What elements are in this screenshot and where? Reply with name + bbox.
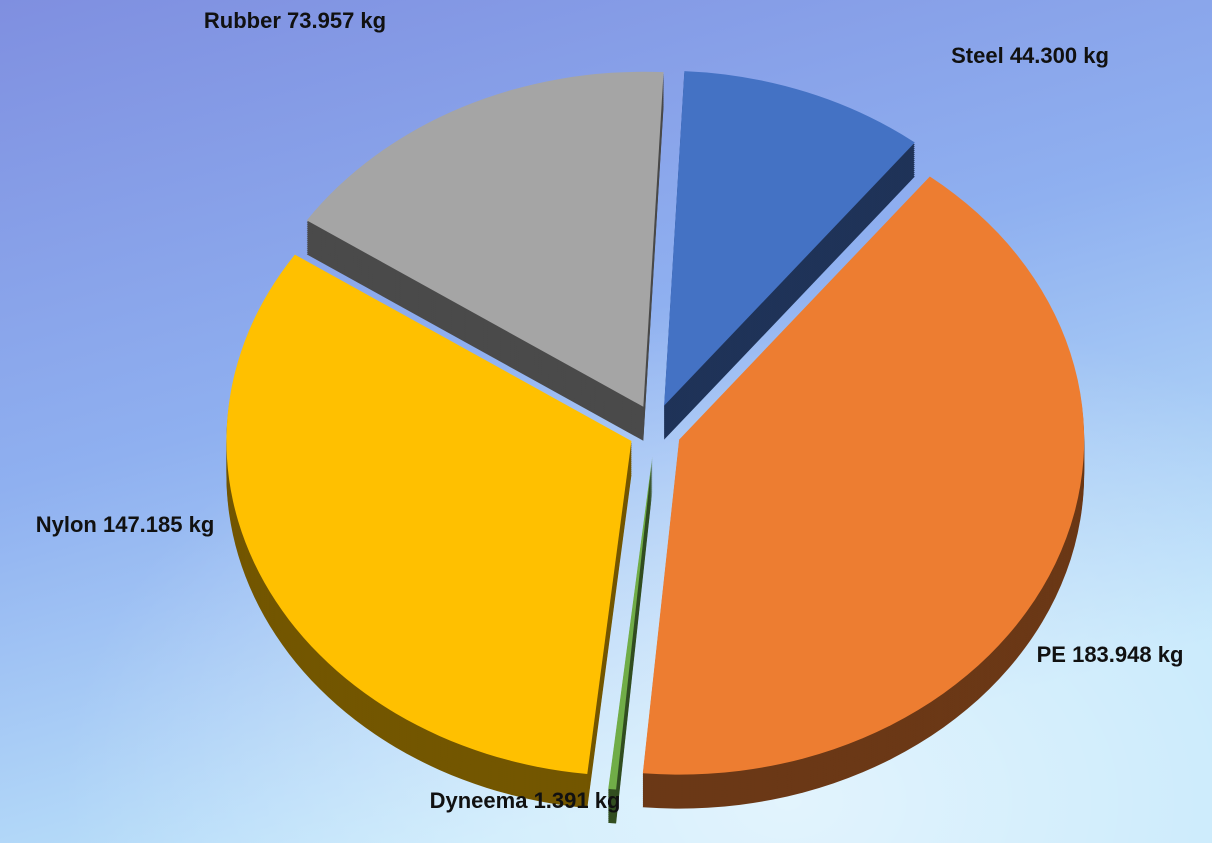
category-label: Steel	[951, 43, 1004, 68]
value-label: 183.948 kg	[1072, 642, 1183, 667]
labels: Steel 44.300 kg PE 183.948 kg Dyneema 1.39…	[36, 8, 1184, 813]
slice	[608, 455, 653, 790]
data-label: Dyneema 1.391 kg	[430, 788, 621, 813]
slice	[306, 71, 664, 407]
value-label: 44.300 kg	[1010, 43, 1109, 68]
data-label: Steel 44.300 kg	[951, 43, 1109, 68]
slice	[226, 254, 632, 774]
data-label: PE 183.948 kg	[1037, 642, 1184, 667]
category-label: Dyneema	[430, 788, 529, 813]
data-label: Rubber 73.957 kg	[204, 8, 386, 33]
slice	[664, 71, 915, 406]
category-label: PE	[1037, 642, 1066, 667]
value-label: 1.391 kg	[534, 788, 621, 813]
data-label: Nylon 147.185 kg	[36, 512, 215, 537]
value-label: 73.957 kg	[287, 8, 386, 33]
slice	[642, 176, 1085, 775]
slices	[226, 71, 1085, 790]
category-label: Nylon	[36, 512, 97, 537]
value-label: 147.185 kg	[103, 512, 214, 537]
category-label: Rubber	[204, 8, 281, 33]
